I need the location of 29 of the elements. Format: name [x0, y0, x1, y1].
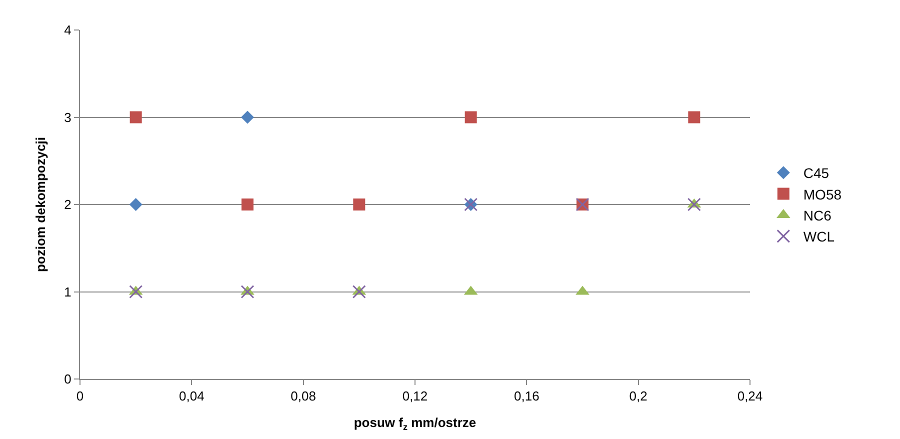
x-tick-label: 0,16 [514, 388, 540, 404]
x-tick-label: 0,24 [737, 388, 763, 404]
point [129, 285, 143, 298]
legend-label: WCL [803, 228, 835, 245]
legend-label: NC6 [803, 207, 832, 224]
x-tick-label: 0 [76, 388, 84, 404]
x-axis-title: posuw f$_{z}$ mm/ostrze [354, 415, 476, 432]
y-tick-label: 3 [64, 110, 72, 125]
point [130, 111, 142, 124]
y-tick-label: 4 [64, 22, 72, 38]
x-tick-label: 0,2 [629, 388, 648, 404]
y-tick-label: 0 [64, 372, 72, 387]
y-axis-title: poziom dekompozycji [33, 136, 48, 272]
point [464, 111, 477, 124]
x-tick-label: 0,04 [179, 388, 204, 404]
legend-label: C45 [803, 165, 830, 182]
x-tick-label: 0,12 [402, 388, 428, 404]
y-tick-label: 1 [64, 284, 72, 300]
point [352, 285, 366, 298]
point [241, 110, 254, 124]
point [129, 198, 142, 211]
point [687, 198, 701, 212]
point [353, 198, 366, 210]
point [688, 111, 700, 124]
x-tick-label: 0,08 [290, 388, 316, 404]
y-tick-label: 2 [64, 197, 72, 212]
point [242, 198, 254, 210]
legend-label: MO58 [803, 186, 842, 202]
point [240, 285, 254, 298]
